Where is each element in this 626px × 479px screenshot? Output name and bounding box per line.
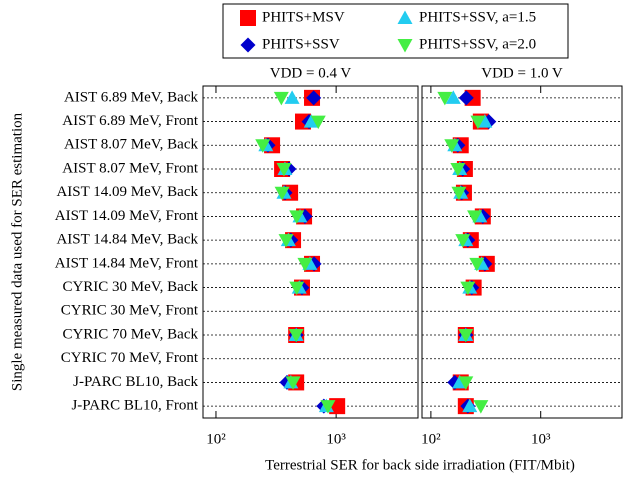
data-point [444,139,460,153]
data-point [458,329,474,343]
data-point [276,163,292,177]
panel-title: VDD = 1.0 V [481,65,563,81]
legend-label: PHITS+MSV [262,9,345,25]
y-tick-label: CYRIC 70 MeV, Front [61,350,199,366]
y-tick-label: AIST 14.09 MeV, Back [56,184,198,200]
data-point [473,400,489,414]
data-point [470,115,486,130]
data-point [297,257,313,272]
data-point [450,163,466,177]
data-point [310,115,326,130]
legend-box [222,3,569,59]
y-tick-label: CYRIC 70 MeV, Back [62,326,198,342]
data-point [285,376,301,390]
y-tick-label: AIST 8.07 MeV, Front [62,160,199,176]
data-point [303,114,319,128]
y-tick-label: AIST 6.89 MeV, Back [64,89,199,105]
y-tick-label: CYRIC 30 MeV, Back [62,279,198,295]
data-point [306,90,322,106]
data-point [289,210,305,224]
data-point [278,234,294,248]
data-point [451,186,467,201]
x-tick-label: 10² [421,431,441,447]
x-tick-label: 10³ [531,431,551,447]
legend-marker [240,37,256,53]
y-tick-label: AIST 14.84 MeV, Front [55,255,199,271]
y-axis-label: Single measured data used for SER estima… [9,112,25,391]
legend-marker [397,39,413,53]
data-point [455,234,471,248]
legend-label: PHITS+SSV, a=2.0 [419,36,536,52]
plot-frame [421,85,623,419]
data-point [469,257,485,272]
y-tick-label: AIST 6.89 MeV, Front [62,113,199,129]
x-tick-label: 10³ [326,431,346,447]
data-point [477,114,493,128]
data-point [274,186,290,201]
legend-label: PHITS+SSV [262,36,340,52]
y-tick-label: AIST 14.09 MeV, Front [55,208,199,224]
y-tick-label: J-PARC BL10, Front [71,398,198,414]
plot-frame [202,85,419,419]
data-point [467,210,483,224]
legend-marker [397,10,413,24]
data-point [284,90,300,104]
panel-title: VDD = 0.4 V [270,65,352,81]
data-point [437,91,453,106]
x-axis-label: Terrestrial SER for back side irradiatio… [265,457,575,473]
data-point [460,281,476,296]
legend-marker [240,10,256,26]
legend-label: PHITS+SSV, a=1.5 [419,9,536,25]
data-point [458,90,474,106]
y-tick-label: J-PARC BL10, Back [73,374,198,390]
data-point [458,376,474,390]
y-tick-label: AIST 8.07 MeV, Back [64,137,199,153]
data-point [255,139,271,153]
x-tick-label: 10² [206,431,226,447]
data-point [445,90,461,104]
y-tick-label: AIST 14.84 MeV, Back [56,232,198,248]
data-point [462,398,478,413]
data-point [289,281,305,296]
data-point [288,329,304,343]
data-point [320,400,336,414]
y-tick-label: CYRIC 30 MeV, Front [61,303,199,319]
data-point [273,91,289,106]
